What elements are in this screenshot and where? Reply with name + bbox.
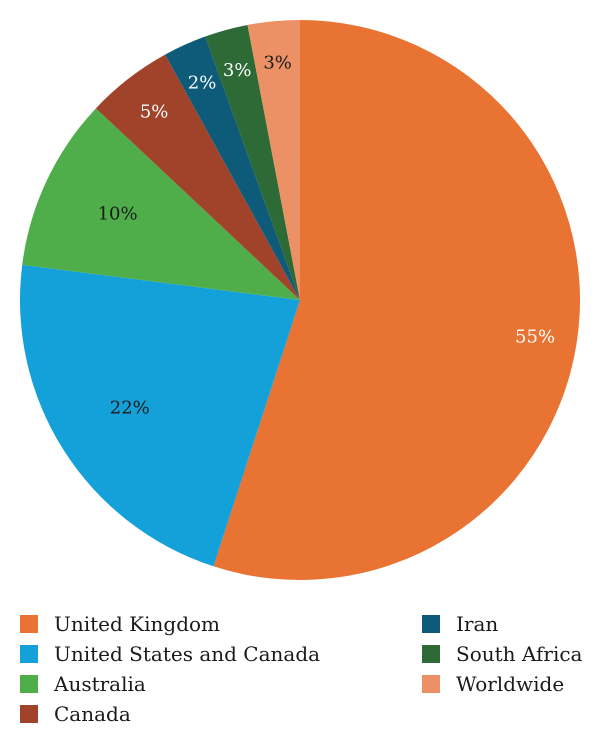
pie-slice-south-africa [205, 24, 300, 301]
pie-slice-united-states-and-canada [20, 264, 301, 567]
legend-item-australia: Australia [20, 670, 146, 698]
legend-swatch-united-states-and-canada [20, 645, 38, 663]
legend-label-australia: Australia [54, 672, 146, 696]
legend-swatch-iran [422, 615, 440, 633]
legend-label-iran: Iran [456, 612, 499, 636]
pie-slice-canada [95, 54, 300, 301]
slice-label-united-states-and-canada: 22% [110, 398, 150, 419]
legend-item-south-africa: South Africa [422, 640, 582, 668]
legend-label-united-kingdom: United Kingdom [54, 612, 220, 636]
legend-label-united-states-and-canada: United States and Canada [54, 642, 321, 666]
legend-item-united-states-and-canada: United States and Canada [20, 640, 320, 668]
legend-item-canada: Canada [20, 700, 131, 728]
pie-slice-united-kingdom [213, 20, 580, 580]
legend-label-south-africa: South Africa [456, 642, 583, 666]
slice-label-worldwide: 3% [263, 53, 292, 74]
legend-swatch-worldwide [422, 675, 440, 693]
legend-swatch-united-kingdom [20, 615, 38, 633]
legend-item-united-kingdom: United Kingdom [20, 610, 220, 638]
slice-label-australia: 10% [98, 204, 138, 225]
pie-slice-worldwide [247, 20, 300, 300]
slice-label-united-kingdom: 55% [515, 327, 555, 348]
slice-label-canada: 5% [140, 101, 169, 122]
legend-swatch-south-africa [422, 645, 440, 663]
legend-label-worldwide: Worldwide [456, 672, 565, 696]
legend-swatch-canada [20, 705, 38, 723]
legend-item-iran: Iran [422, 610, 498, 638]
legend-swatch-australia [20, 675, 38, 693]
pie-slice-australia [22, 108, 300, 300]
legend-label-canada: Canada [54, 702, 131, 726]
slice-label-south-africa: 3% [223, 60, 252, 81]
slice-label-iran: 2% [188, 73, 217, 94]
pie-slice-iran [165, 36, 300, 301]
pie-chart: 55% 22% 10% 5% 2% 3% 3% [20, 20, 580, 580]
chart-legend: United Kingdom United States and Canada … [0, 600, 600, 746]
legend-item-worldwide: Worldwide [422, 670, 564, 698]
